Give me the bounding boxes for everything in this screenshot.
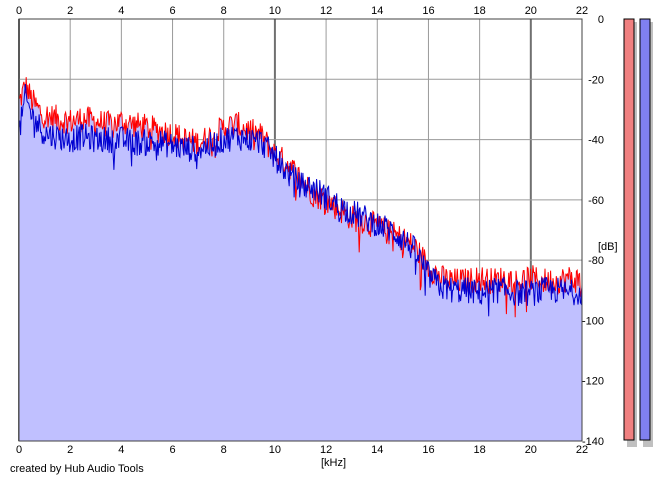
y-tick-label: -80: [588, 255, 604, 267]
x-tick-label-bottom: 4: [118, 444, 124, 456]
y-tick-label: 0: [598, 14, 604, 26]
x-tick-label-top: 16: [422, 5, 434, 17]
x-tick-label-top: 18: [474, 5, 486, 17]
y-tick-label: -20: [588, 74, 604, 86]
x-axis-bottom-ticks: 0 2 4 6 8 10 12 14 16 18 20 22: [16, 444, 588, 456]
x-tick-label-bottom: 12: [320, 444, 332, 456]
x-tick-label-top: 6: [169, 5, 175, 17]
x-tick-label-bottom: 10: [269, 444, 281, 456]
x-tick-label-top: 10: [269, 5, 281, 17]
y-tick-label: -140: [582, 436, 604, 448]
x-tick-label-top: 12: [320, 5, 332, 17]
x-tick-label-top: 8: [221, 5, 227, 17]
x-tick-label-top: 22: [576, 5, 588, 17]
x-tick-label-bottom: 0: [16, 444, 22, 456]
x-tick-label-top: 0: [16, 5, 22, 17]
spectrum-fill-area: [19, 77, 582, 441]
x-tick-label-bottom: 2: [67, 444, 73, 456]
level-meter-left: [623, 18, 635, 441]
x-tick-label-top: 14: [371, 5, 383, 17]
x-tick-label-top: 4: [118, 5, 124, 17]
x-tick-label-bottom: 22: [576, 444, 588, 456]
series-blue-line: [18, 84, 583, 317]
x-axis-top-ticks: 0 2 4 6 8 10 12 14 16 18 20 22: [16, 5, 588, 17]
x-axis-label: [kHz]: [321, 457, 346, 469]
x-tick-label-bottom: 14: [371, 444, 383, 456]
y-tick-label: -60: [588, 195, 604, 207]
y-tick-label: -40: [588, 135, 604, 147]
x-tick-label-bottom: 20: [525, 444, 537, 456]
x-tick-label-bottom: 18: [474, 444, 486, 456]
level-meter-right: [639, 18, 651, 441]
y-tick-label: -120: [582, 376, 604, 388]
x-tick-label-bottom: 6: [169, 444, 175, 456]
plot-frame: [18, 18, 583, 442]
x-tick-label-bottom: 8: [221, 444, 227, 456]
x-tick-label-bottom: 16: [422, 444, 434, 456]
y-tick-label: -100: [582, 315, 604, 327]
y-axis-ticks: 0 -20 -40 -60 -80 -100 -120 -140: [582, 14, 604, 448]
x-tick-label-top: 20: [525, 5, 537, 17]
x-tick-label-top: 2: [67, 5, 73, 17]
y-axis-label: [dB]: [598, 241, 618, 253]
credit-text: created by Hub Audio Tools: [10, 463, 144, 475]
